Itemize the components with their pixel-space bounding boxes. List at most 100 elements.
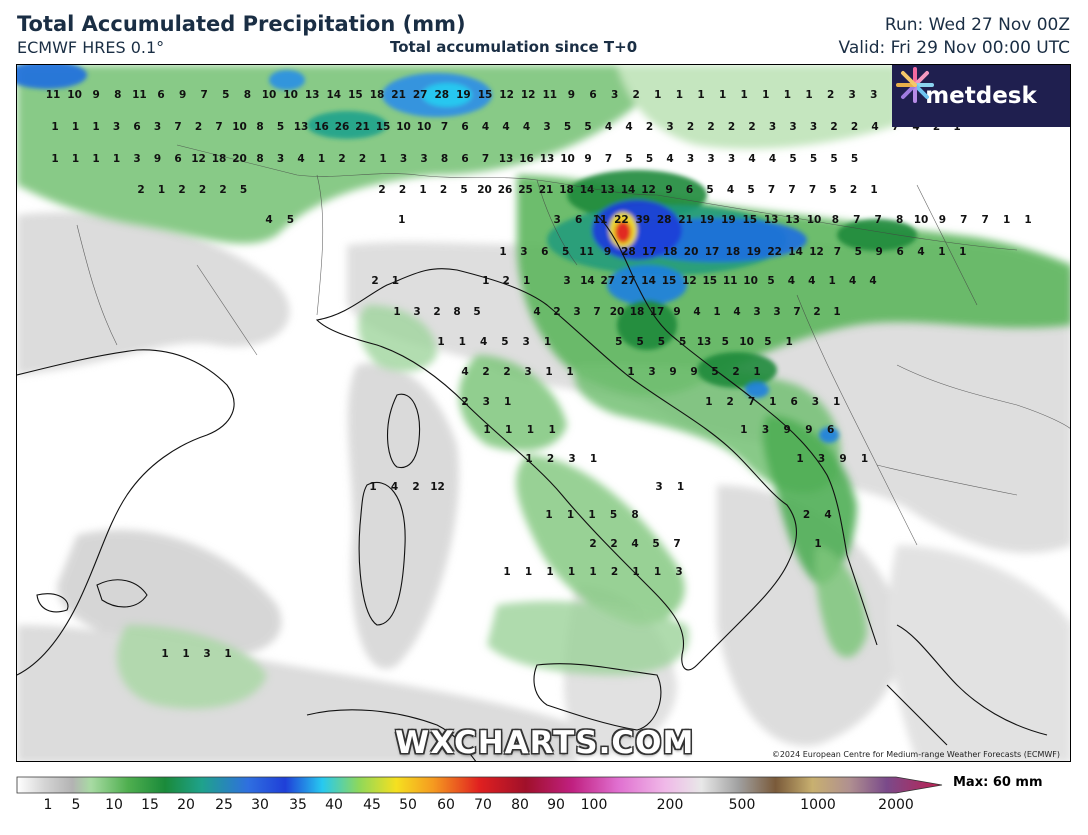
colorbar-tick: 1 — [43, 797, 53, 813]
precip-value: 2 — [461, 396, 468, 408]
precip-value: 13 — [305, 89, 320, 101]
precip-value: 4 — [533, 306, 540, 318]
heavy-precip-layer — [17, 65, 917, 443]
precip-value: 9 — [805, 424, 812, 436]
precip-value: 11 — [593, 214, 608, 226]
precip-value: 13 — [785, 214, 800, 226]
precip-value: 12 — [682, 275, 697, 287]
precip-value: 5 — [810, 153, 817, 165]
precip-value: 11 — [723, 275, 738, 287]
precip-value: 10 — [283, 89, 298, 101]
precip-value: 2 — [503, 275, 510, 287]
precip-value: 7 — [788, 184, 795, 196]
precip-value: 7 — [834, 246, 841, 258]
precip-value: 10 — [560, 153, 575, 165]
precip-value: 3 — [675, 566, 682, 578]
precip-value: 9 — [154, 153, 161, 165]
precip-value: 21 — [355, 121, 370, 133]
precip-value: 5 — [658, 336, 665, 348]
precip-value: 4 — [808, 275, 815, 287]
precip-value: 5 — [764, 336, 771, 348]
precipitation-map[interactable]: 11 10 9 8 11 6 9 7 5 8 10 10 13 14 15 18 21 27 28 19 15 12 12 1… — [16, 64, 1071, 762]
colorbar-tick: 10 — [105, 797, 123, 813]
precip-value: 5 — [855, 246, 862, 258]
precip-value: 1 — [959, 246, 966, 258]
precip-value: 1 — [504, 396, 511, 408]
precip-value: 3 — [523, 336, 530, 348]
colorbar-tick: 50 — [399, 797, 417, 813]
precip-value: 1 — [938, 246, 945, 258]
colorbar-tick: 80 — [511, 797, 529, 813]
precip-value: 1 — [92, 121, 99, 133]
colorbar-tick: 5 — [71, 797, 81, 813]
precip-value: 10 — [232, 121, 247, 133]
borders — [76, 144, 1070, 546]
precip-value: 1 — [51, 153, 58, 165]
precip-value: 3 — [812, 396, 819, 408]
precip-value: 5 — [711, 366, 718, 378]
precip-value: 14 — [788, 246, 803, 258]
metdesk-burst-icon — [896, 67, 934, 103]
precip-value: 2 — [813, 306, 820, 318]
precip-value: 6 — [896, 246, 903, 258]
precip-value: 15 — [376, 121, 391, 133]
precip-value: 4 — [824, 509, 831, 521]
precip-value: 11 — [46, 89, 61, 101]
precip-value: 5 — [564, 121, 571, 133]
precip-value: 3 — [728, 153, 735, 165]
precip-value: 9 — [673, 306, 680, 318]
precip-value: 3 — [420, 153, 427, 165]
precip-value: 1 — [527, 424, 534, 436]
colorbar-tick: 35 — [289, 797, 307, 813]
colorbar-ticks: 1 5 10 15 20 25 30 35 40 45 50 60 70 80 90 100 200 500 100… — [0, 797, 1000, 819]
precip-value: 1 — [833, 396, 840, 408]
precip-value: 2 — [687, 121, 694, 133]
precip-value: 4 — [693, 306, 700, 318]
precip-value: 27 — [413, 89, 428, 101]
precip-value: 20 — [477, 184, 492, 196]
precip-value: 17 — [642, 246, 657, 258]
precip-value: 1 — [158, 184, 165, 196]
precip-value: 1 — [92, 153, 99, 165]
precip-value: 1 — [697, 89, 704, 101]
precip-value: 15 — [478, 89, 493, 101]
precip-value: 22 — [614, 214, 629, 226]
precip-value: 5 — [851, 153, 858, 165]
precip-value: 1 — [545, 509, 552, 521]
precip-value: 2 — [728, 121, 735, 133]
precip-value: 4 — [523, 121, 530, 133]
precip-value: 1 — [161, 648, 168, 660]
precip-value: 9 — [568, 89, 575, 101]
precip-value: 4 — [631, 538, 638, 550]
precip-value: 1 — [566, 366, 573, 378]
precip-value: 18 — [630, 306, 645, 318]
accumulation-subtitle: Total accumulation since T+0 — [390, 38, 638, 56]
precip-value: 6 — [541, 246, 548, 258]
precip-value: 21 — [391, 89, 406, 101]
precip-value: 1 — [762, 89, 769, 101]
precip-value: 1 — [545, 366, 552, 378]
colorbar-tick: 2000 — [878, 797, 914, 813]
colorbar-tick: 15 — [141, 797, 159, 813]
precip-value: 13 — [294, 121, 309, 133]
precip-value: 14 — [580, 275, 595, 287]
precip-value: 2 — [727, 396, 734, 408]
precip-value: 2 — [646, 121, 653, 133]
precip-value: 1 — [829, 275, 836, 287]
precip-value: 4 — [666, 153, 673, 165]
precip-value: 5 — [610, 509, 617, 521]
precip-value: 3 — [687, 153, 694, 165]
precip-value: 5 — [501, 336, 508, 348]
precip-value: 4 — [605, 121, 612, 133]
precip-value: 5 — [652, 538, 659, 550]
precip-value: 6 — [461, 153, 468, 165]
max-value-label: Max: 60 mm — [953, 775, 1043, 790]
precip-value: 1 — [589, 566, 596, 578]
precip-value: 4 — [871, 121, 878, 133]
precip-value: 2 — [440, 184, 447, 196]
precip-value: 17 — [650, 306, 665, 318]
precip-value: 5 — [460, 184, 467, 196]
precip-value: 5 — [287, 214, 294, 226]
precip-value: 7 — [593, 306, 600, 318]
colorbar-tick: 500 — [728, 797, 756, 813]
